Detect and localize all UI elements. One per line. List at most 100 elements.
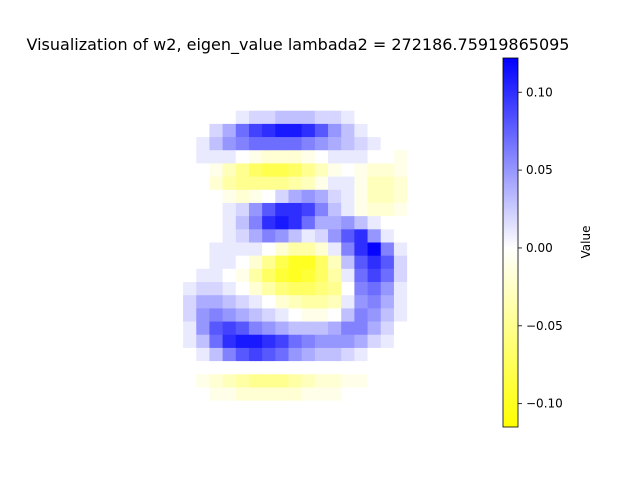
heatmap-cell [222,361,237,375]
heatmap-cell [117,347,131,362]
heatmap-cell [407,361,421,375]
heatmap-cell [407,282,421,296]
heatmap-cell [459,123,474,138]
heatmap-cell [143,123,158,138]
heatmap-cell [433,229,448,243]
heatmap-cell [222,413,237,428]
heatmap-cell [433,347,448,362]
heatmap-cell [354,255,368,270]
heatmap-cell [367,387,382,402]
heatmap-cell [314,334,329,349]
heatmap-cell [196,361,210,375]
heatmap-cell [117,387,131,402]
heatmap-cell [354,110,368,125]
heatmap-cell [328,387,342,402]
heatmap-cell [420,413,434,428]
heatmap-cell [314,321,329,336]
heatmap-cell [248,202,263,217]
heatmap-cell [433,400,448,415]
heatmap-cell [354,202,368,217]
heatmap-cell [262,163,276,178]
heatmap-cell [433,176,448,191]
heatmap-cell [209,334,224,349]
heatmap-cell [275,163,289,178]
heatmap-cell [301,150,316,164]
heatmap-cell [328,97,342,112]
heatmap-cell [143,387,158,402]
heatmap-cell [301,84,316,98]
heatmap-cell [222,255,237,270]
heatmap-cell [130,163,144,178]
heatmap-cell [393,255,408,270]
heatmap-cell [130,97,144,112]
heatmap-cell [407,400,421,415]
heatmap-cell [380,295,395,309]
heatmap-cell [222,150,237,164]
heatmap-cell [235,176,250,191]
heatmap-cell [367,308,382,322]
heatmap-cell [314,387,329,402]
heatmap-cell [275,137,289,151]
heatmap-cell [104,255,118,270]
heatmap-cell [222,137,237,151]
heatmap-cell [380,163,395,178]
heatmap-cell [341,110,355,125]
heatmap-cell [130,110,144,125]
heatmap-cell [248,268,263,283]
heatmap-cell [328,189,342,204]
heatmap-cell [196,97,210,112]
heatmap-cell [183,295,197,309]
heatmap-cell [130,321,144,336]
heatmap-cell [341,202,355,217]
heatmap-cell [156,229,171,243]
heatmap-cell [314,58,329,72]
heatmap-cell [446,400,461,415]
heatmap-cell [393,176,408,191]
heatmap-cell [354,400,368,415]
heatmap-cell [314,97,329,112]
heatmap [104,58,474,428]
heatmap-cell [117,413,131,428]
heatmap-cell [407,334,421,349]
colorbar: 0.10 0.05 0.00 −0.05 −0.10 Value [502,57,593,428]
heatmap-cell [393,387,408,402]
heatmap-cell [104,295,118,309]
heatmap-cell [209,176,224,191]
heatmap-cell [433,295,448,309]
heatmap-cell [367,321,382,336]
heatmap-cell [248,216,263,230]
heatmap-cell [143,202,158,217]
heatmap-cell [248,58,263,72]
heatmap-cell [407,374,421,388]
heatmap-cell [393,308,408,322]
heatmap-cell [117,255,131,270]
heatmap-cell [301,308,316,322]
heatmap-cell [117,84,131,98]
heatmap-cell [288,123,303,138]
heatmap-cell [209,374,224,388]
heatmap-cell [262,216,276,230]
heatmap-cell [248,242,263,257]
heatmap-cell [380,176,395,191]
heatmap-cell [209,84,224,98]
heatmap-cell [420,84,434,98]
heatmap-cell [143,58,158,72]
heatmap-cell [169,308,184,322]
heatmap-cell [328,347,342,362]
heatmap-cell [143,216,158,230]
heatmap-cell [143,374,158,388]
heatmap-cell [104,387,118,402]
heatmap-cell [420,189,434,204]
heatmap-cell [380,308,395,322]
heatmap-cell [248,295,263,309]
heatmap-cell [367,123,382,138]
heatmap-cell [183,110,197,125]
heatmap-cell [380,202,395,217]
heatmap-cell [380,110,395,125]
heatmap-cell [459,216,474,230]
heatmap-cell [380,361,395,375]
heatmap-cell [367,255,382,270]
heatmap-cell [459,137,474,151]
heatmap-cell [275,216,289,230]
